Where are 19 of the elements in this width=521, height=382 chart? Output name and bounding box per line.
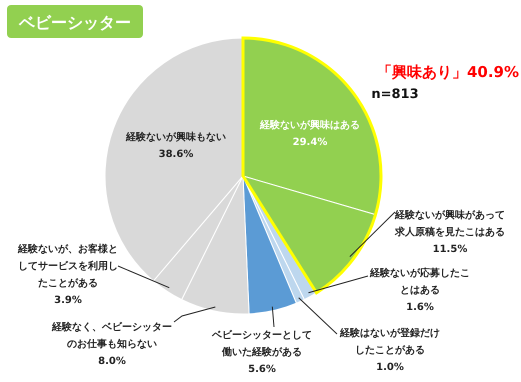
slice-label: 経験ないが、お客様としてサービスを利用したことがある (17, 243, 118, 289)
slice-label: 経験はないが登録だけしたことがある (339, 327, 440, 356)
slice-label: 経験ないが興味があって求人原稿を見たこはある (394, 209, 505, 238)
slice-label: 経験なく、ベビーシッターのお仕事も知らない (51, 321, 172, 350)
data-label: 1.6% (406, 302, 434, 313)
data-label: 11.5% (432, 244, 468, 255)
slice-label: 経験ないが興味もない (125, 131, 226, 143)
data-label: 8.0% (98, 356, 126, 367)
text: 「興味あり」40.9% (376, 63, 520, 81)
slice-label: 経験ないが興味はある (259, 119, 360, 131)
data-label: 29.4% (292, 137, 328, 148)
slice-label: 経験ないが応募したことはある (369, 267, 470, 296)
chart-title: ベビーシッター (18, 13, 131, 32)
text: n=813 (371, 87, 419, 102)
data-label: 1.0% (376, 362, 404, 373)
data-label: 38.6% (158, 149, 194, 160)
data-label: 5.6% (248, 364, 276, 375)
data-label: 3.9% (54, 295, 82, 306)
slice-label: ベビーシッターとして働いた経験がある (211, 329, 312, 358)
